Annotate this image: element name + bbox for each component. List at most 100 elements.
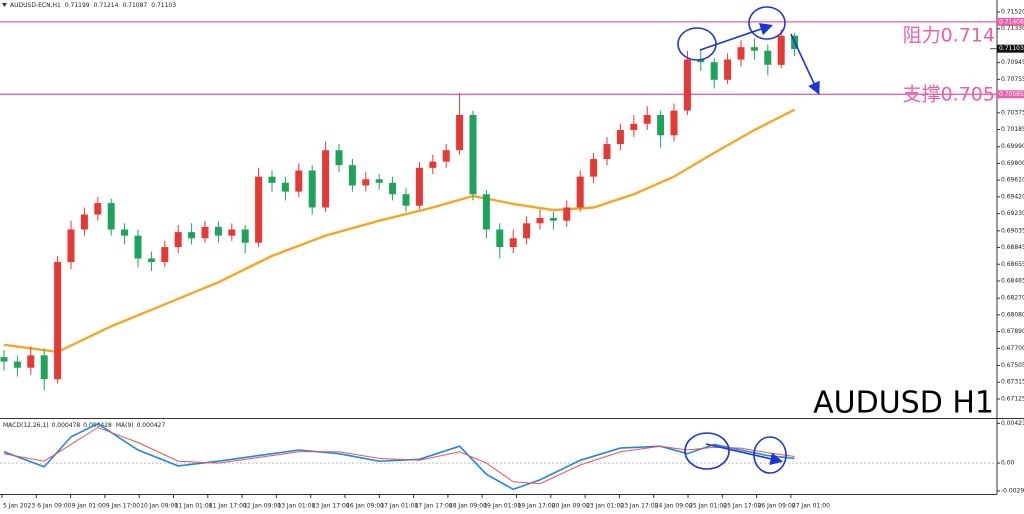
candle-body (375, 179, 383, 183)
y-tick-label: 0.70945 (1001, 59, 1024, 66)
level-tag (997, 17, 1024, 26)
x-tick-label: 10 Jan 09:00 (140, 503, 178, 510)
support-label: 支撑0.705 (903, 84, 995, 106)
header-value: 0.71199 (65, 2, 90, 9)
candle-body (590, 159, 598, 177)
x-tick-label: 20 Jan 09:00 (552, 503, 590, 510)
candle-body (482, 194, 490, 230)
y-tick-label: 0.70375 (1001, 109, 1024, 116)
candle-body (0, 357, 8, 362)
x-tick-label: 25 Jan 01:00 (689, 503, 727, 510)
candle-body (161, 247, 169, 263)
current-price-label: 0.71103 (999, 45, 1024, 52)
x-tick-label: 11 Jan 01:00 (175, 503, 213, 510)
x-tick-label: 9 Jan 17:00 (106, 503, 140, 510)
header-value: 0.71214 (94, 2, 119, 9)
y-tick-label: 0.68080 (1001, 311, 1024, 318)
candle-body (389, 182, 397, 195)
candle-body (268, 176, 276, 183)
candle-body (295, 170, 303, 192)
y-tick-label: 0.69800 (1001, 160, 1024, 167)
x-tick-label: 13 Jan 01:00 (277, 503, 315, 510)
y-tick-label: 0.67315 (1001, 379, 1024, 386)
header-value: 0.71103 (151, 2, 176, 9)
candle-body (442, 150, 450, 162)
resistance-label: 阻力0.714 (903, 25, 995, 47)
candle-body (603, 144, 611, 160)
x-tick-label: 26 Jan 09:00 (758, 503, 796, 510)
x-tick-label: 16 Jan 09:00 (346, 503, 384, 510)
y-tick-label: 0.69990 (1001, 143, 1024, 150)
candle-body (201, 226, 209, 239)
x-tick-label: 17 Jan 01:00 (380, 503, 418, 510)
candle-body (348, 165, 356, 186)
x-tick-label: 11 Jan 17:00 (209, 503, 247, 510)
candle-body (456, 115, 464, 151)
circle (684, 432, 730, 470)
candle-body (188, 232, 196, 239)
signal-name: MA(9) (116, 422, 134, 429)
candle-body (134, 235, 142, 259)
candle-body (54, 262, 62, 380)
x-tick-label: 12 Jan 09:00 (243, 503, 281, 510)
candle-body (121, 229, 129, 236)
candle-body (80, 214, 88, 230)
x-tick-label: 19 Jan 01:00 (483, 503, 521, 510)
signal-value: 0.000427 (137, 422, 166, 429)
indicator-value: 0.000478 (52, 422, 81, 429)
candle-body (710, 62, 718, 80)
arrow (699, 23, 774, 51)
y-tick-label: 0.71520 (1001, 8, 1024, 15)
candle-body (94, 203, 102, 215)
moving-average (3, 108, 796, 354)
candle-body (469, 115, 477, 195)
candle-body (13, 361, 21, 368)
candle-body (429, 161, 437, 168)
symbol: AUDUSD-ECN,H1 (10, 2, 61, 9)
x-tick-label: 5 Jan 2023 (3, 503, 35, 510)
chart-header: AUDUSD-ECN,H1 0.71199 0.71214 0.71087 0.7110… (10, 2, 176, 9)
candle-body (523, 223, 531, 239)
y-tick-label: 0.70755 (1001, 76, 1024, 83)
macd-header: MACD(12,26,1) 0.000478 0.000428 MA(9) 0.0004… (3, 422, 165, 429)
candle-body (241, 229, 249, 243)
y-tick-label: 0.68270 (1001, 295, 1024, 302)
candle-body (107, 203, 115, 230)
candle-body (764, 50, 772, 65)
candle-body (335, 150, 343, 166)
candle-body (697, 59, 705, 63)
y-tick-label: 0.68465 (1001, 277, 1024, 284)
candle-body (630, 123, 638, 130)
indicator-name: MACD(12,26,1) (3, 422, 49, 429)
candle-body (549, 218, 557, 221)
candle-body (616, 129, 624, 145)
candle-body (496, 229, 504, 248)
x-tick-label: 13 Jan 17:00 (312, 503, 350, 510)
candle-body (214, 226, 222, 236)
candle-body (147, 258, 155, 263)
candle-body (563, 207, 571, 221)
y-tick-label: -0.002974 (1001, 487, 1024, 494)
x-tick-label: 18 Jan 09:00 (449, 503, 487, 510)
y-tick-label: 0.00 (1001, 460, 1015, 467)
y-tick-label: 0.67505 (1001, 362, 1024, 369)
circle (748, 6, 786, 40)
x-tick-label: 19 Jan 17:00 (518, 503, 556, 510)
x-tick-label: 17 Jan 17:00 (415, 503, 453, 510)
x-tick-label: 23 Jan 01:00 (586, 503, 624, 510)
candle-body (308, 170, 316, 208)
header-value: 0.71087 (122, 2, 147, 9)
candle-body (322, 150, 330, 208)
x-tick-label: 23 Jan 17:00 (620, 503, 658, 510)
candle-body (576, 176, 584, 208)
y-tick-label: 0.004236 (1001, 420, 1024, 427)
candle-body (40, 355, 48, 380)
x-tick-label: 25 Jan 17:00 (723, 503, 761, 510)
candle-body (683, 59, 691, 111)
x-tick-label: 6 Jan 09:00 (37, 503, 71, 510)
candle-body (281, 182, 289, 192)
y-tick-label: 0.69035 (1001, 227, 1024, 234)
y-tick-label: 0.69610 (1001, 177, 1024, 184)
